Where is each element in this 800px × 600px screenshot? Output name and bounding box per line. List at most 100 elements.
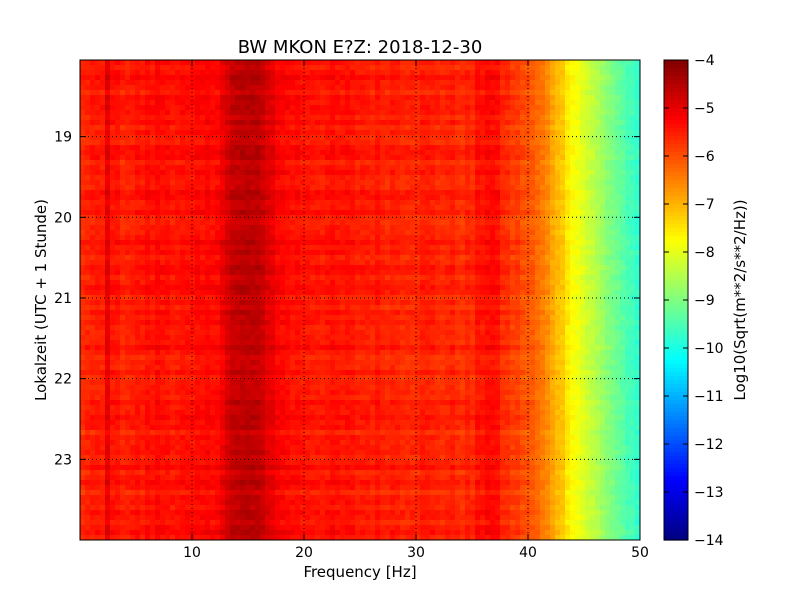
heatmap-cell <box>270 275 276 281</box>
heatmap-cell <box>460 95 466 101</box>
heatmap-cell <box>235 160 241 166</box>
heatmap-cell <box>220 275 226 281</box>
heatmap-cell <box>105 125 111 131</box>
heatmap-cell <box>495 235 501 241</box>
heatmap-cell <box>310 260 316 266</box>
heatmap-cell <box>505 70 511 76</box>
heatmap-cell <box>555 90 561 96</box>
heatmap-cell <box>105 175 111 181</box>
heatmap-cell <box>240 70 246 76</box>
heatmap-cell <box>615 250 621 256</box>
heatmap-cell <box>425 210 431 216</box>
heatmap-cell <box>545 165 551 171</box>
heatmap-cell <box>410 125 416 131</box>
heatmap-cell <box>595 130 601 136</box>
heatmap-cell <box>300 220 306 226</box>
heatmap-cell <box>415 245 421 251</box>
heatmap-cell <box>175 230 181 236</box>
heatmap-cell <box>120 70 126 76</box>
heatmap-cell <box>245 125 251 131</box>
heatmap-cell <box>535 270 541 276</box>
heatmap-cell <box>585 270 591 276</box>
heatmap-cell <box>280 110 286 116</box>
heatmap-cell <box>515 145 521 151</box>
heatmap-cell <box>210 275 216 281</box>
heatmap-cell <box>585 115 591 121</box>
heatmap-cell <box>255 215 261 221</box>
heatmap-cell <box>355 225 361 231</box>
heatmap-cell <box>170 180 176 186</box>
heatmap-cell <box>580 235 586 241</box>
heatmap-cell <box>285 260 291 266</box>
heatmap-cell <box>470 95 476 101</box>
heatmap-cell <box>265 70 271 76</box>
heatmap-cell <box>570 115 576 121</box>
heatmap-cell <box>345 145 351 151</box>
heatmap-cell <box>250 190 256 196</box>
heatmap-cell <box>90 60 96 66</box>
heatmap-cell <box>560 145 566 151</box>
heatmap-cell <box>225 190 231 196</box>
heatmap-cell <box>360 260 366 266</box>
heatmap-cell <box>155 160 161 166</box>
heatmap-cell <box>145 125 151 131</box>
heatmap-cell <box>180 150 186 156</box>
heatmap-cell <box>95 250 101 256</box>
heatmap-cell <box>305 265 311 271</box>
heatmap-cell <box>175 235 181 241</box>
heatmap-cell <box>490 165 496 171</box>
heatmap-cell <box>300 135 306 141</box>
heatmap-cell <box>325 215 331 221</box>
heatmap-cell <box>275 90 281 96</box>
heatmap-cell <box>335 140 341 146</box>
heatmap-cell <box>170 265 176 271</box>
heatmap-cell <box>130 70 136 76</box>
heatmap-cell <box>335 125 341 131</box>
heatmap-cell <box>485 150 491 156</box>
heatmap-cell <box>420 75 426 81</box>
heatmap-cell <box>480 175 486 181</box>
heatmap-cell <box>115 160 121 166</box>
heatmap-cell <box>625 95 631 101</box>
heatmap-cell <box>110 185 116 191</box>
heatmap-cell <box>395 185 401 191</box>
heatmap-cell <box>240 245 246 251</box>
heatmap-cell <box>485 85 491 91</box>
heatmap-cell <box>210 230 216 236</box>
heatmap-cell <box>355 265 361 271</box>
heatmap-cell <box>335 85 341 91</box>
heatmap-cell <box>495 95 501 101</box>
heatmap-cell <box>130 125 136 131</box>
heatmap-cell <box>345 170 351 176</box>
heatmap-cell <box>530 155 536 161</box>
heatmap-cell <box>290 120 296 126</box>
heatmap-cell <box>265 150 271 156</box>
heatmap-cell <box>470 130 476 136</box>
heatmap-cell <box>630 90 636 96</box>
heatmap-cell <box>135 135 141 141</box>
heatmap-cell <box>620 120 626 126</box>
heatmap-cell <box>220 205 226 211</box>
heatmap-cell <box>635 250 640 256</box>
heatmap-cell <box>145 75 151 81</box>
heatmap-cell <box>550 165 556 171</box>
heatmap-cell <box>330 205 336 211</box>
heatmap-cell <box>135 110 141 116</box>
heatmap-cell <box>425 250 431 256</box>
heatmap-cell <box>415 130 421 136</box>
heatmap-cell <box>425 100 431 106</box>
heatmap-cell <box>370 180 376 186</box>
heatmap-cell <box>95 205 101 211</box>
heatmap-cell <box>80 200 86 206</box>
heatmap-cell <box>530 180 536 186</box>
heatmap-cell <box>265 180 271 186</box>
heatmap-cell <box>435 150 441 156</box>
heatmap-cell <box>105 225 111 231</box>
heatmap-cell <box>320 240 326 246</box>
heatmap-cell <box>590 240 596 246</box>
heatmap-cell <box>310 100 316 106</box>
heatmap-cell <box>195 245 201 251</box>
heatmap-cell <box>465 220 471 226</box>
heatmap-cell <box>105 240 111 246</box>
heatmap-cell <box>120 165 126 171</box>
